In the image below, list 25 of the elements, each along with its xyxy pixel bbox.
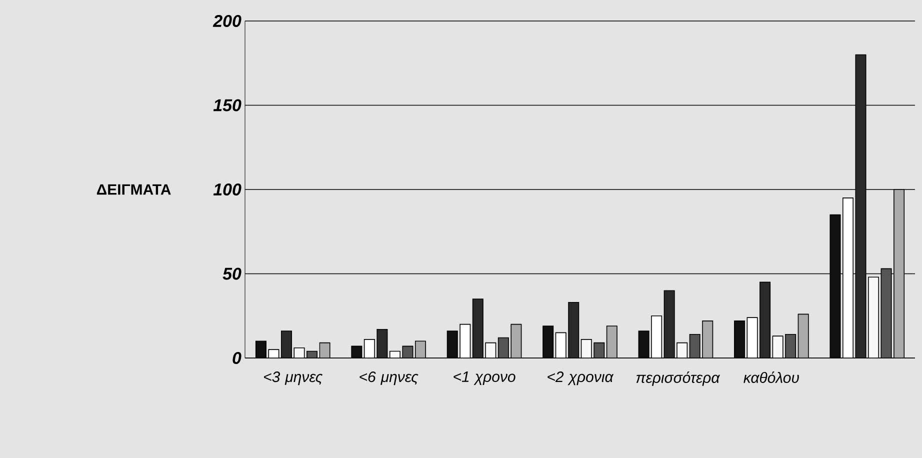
x-tick-label: καθόλου bbox=[744, 372, 799, 383]
bar bbox=[472, 298, 484, 358]
bar bbox=[568, 302, 580, 358]
x-tick-label: <3 μηνες bbox=[264, 372, 323, 386]
bar bbox=[376, 328, 388, 358]
bar bbox=[798, 314, 809, 358]
bar bbox=[664, 290, 675, 358]
bar bbox=[606, 326, 618, 358]
y-tick-label: 100 bbox=[213, 183, 242, 196]
bar bbox=[510, 324, 522, 358]
bar bbox=[555, 332, 566, 358]
x-tick-label: περισσότερα bbox=[636, 372, 720, 386]
y-tick-label: 200 bbox=[212, 14, 242, 28]
bar bbox=[460, 324, 471, 358]
y-axis-title: ΔΕΙΓΜΑΤΑ bbox=[96, 184, 171, 195]
y-tick-label: 0 bbox=[232, 352, 242, 364]
x-tick-label: <6 μηνες bbox=[360, 372, 418, 386]
y-tick-label: 50 bbox=[222, 268, 242, 280]
bar bbox=[855, 54, 866, 358]
y-tick-label: 150 bbox=[213, 99, 242, 112]
bar bbox=[702, 320, 714, 358]
x-tick-label: <1 χρονο bbox=[454, 372, 516, 385]
bar bbox=[651, 315, 662, 358]
x-tick-label: <2 χρονια bbox=[548, 372, 614, 386]
bar bbox=[746, 317, 758, 358]
